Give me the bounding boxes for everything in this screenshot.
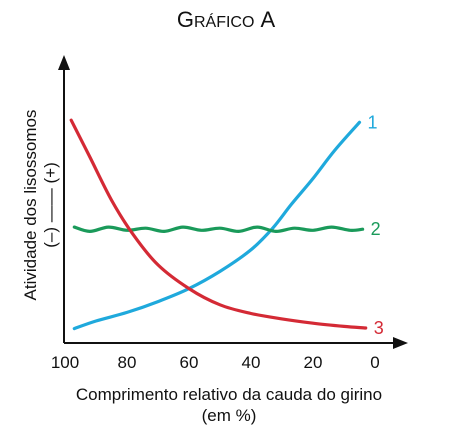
- chart-title-initial: G: [177, 7, 194, 32]
- series-line-1: [72, 120, 362, 331]
- x-axis-title-line2: (em %): [202, 406, 257, 425]
- series-label-2: 2: [371, 219, 381, 239]
- series-line-2: [72, 225, 365, 233]
- y-axis-title-line1: Atividade dos lisossomos: [21, 110, 40, 301]
- x-tick-label-20: 20: [304, 353, 323, 372]
- x-tick-label-40: 40: [242, 353, 261, 372]
- series-group: 1 2 3: [69, 112, 384, 338]
- series-line-3: [69, 118, 368, 330]
- y-axis-title: Atividade dos lisossomos (–) —— (+): [21, 110, 60, 301]
- x-tick-label-60: 60: [180, 353, 199, 372]
- series-label-1: 1: [368, 112, 378, 132]
- y-axis-arrowhead: [58, 55, 70, 70]
- x-tick-label-0: 0: [370, 353, 379, 372]
- x-tick-label-100: 100: [51, 353, 79, 372]
- x-axis-arrowhead: [393, 337, 408, 349]
- series-label-3: 3: [374, 318, 384, 338]
- y-axis-title-line2: (–) —— (+): [41, 162, 60, 247]
- x-tick-label-80: 80: [118, 353, 137, 372]
- chart-title-letter: A: [260, 7, 275, 32]
- axes: [58, 55, 408, 349]
- chart-title: GRÁFICO A: [177, 7, 276, 32]
- chart-title-rest: RÁFICO: [194, 12, 254, 31]
- x-axis-title-line1: Comprimento relativo da cauda do girino: [76, 385, 382, 404]
- x-tick-labels: 100 80 60 40 20 0: [51, 353, 380, 372]
